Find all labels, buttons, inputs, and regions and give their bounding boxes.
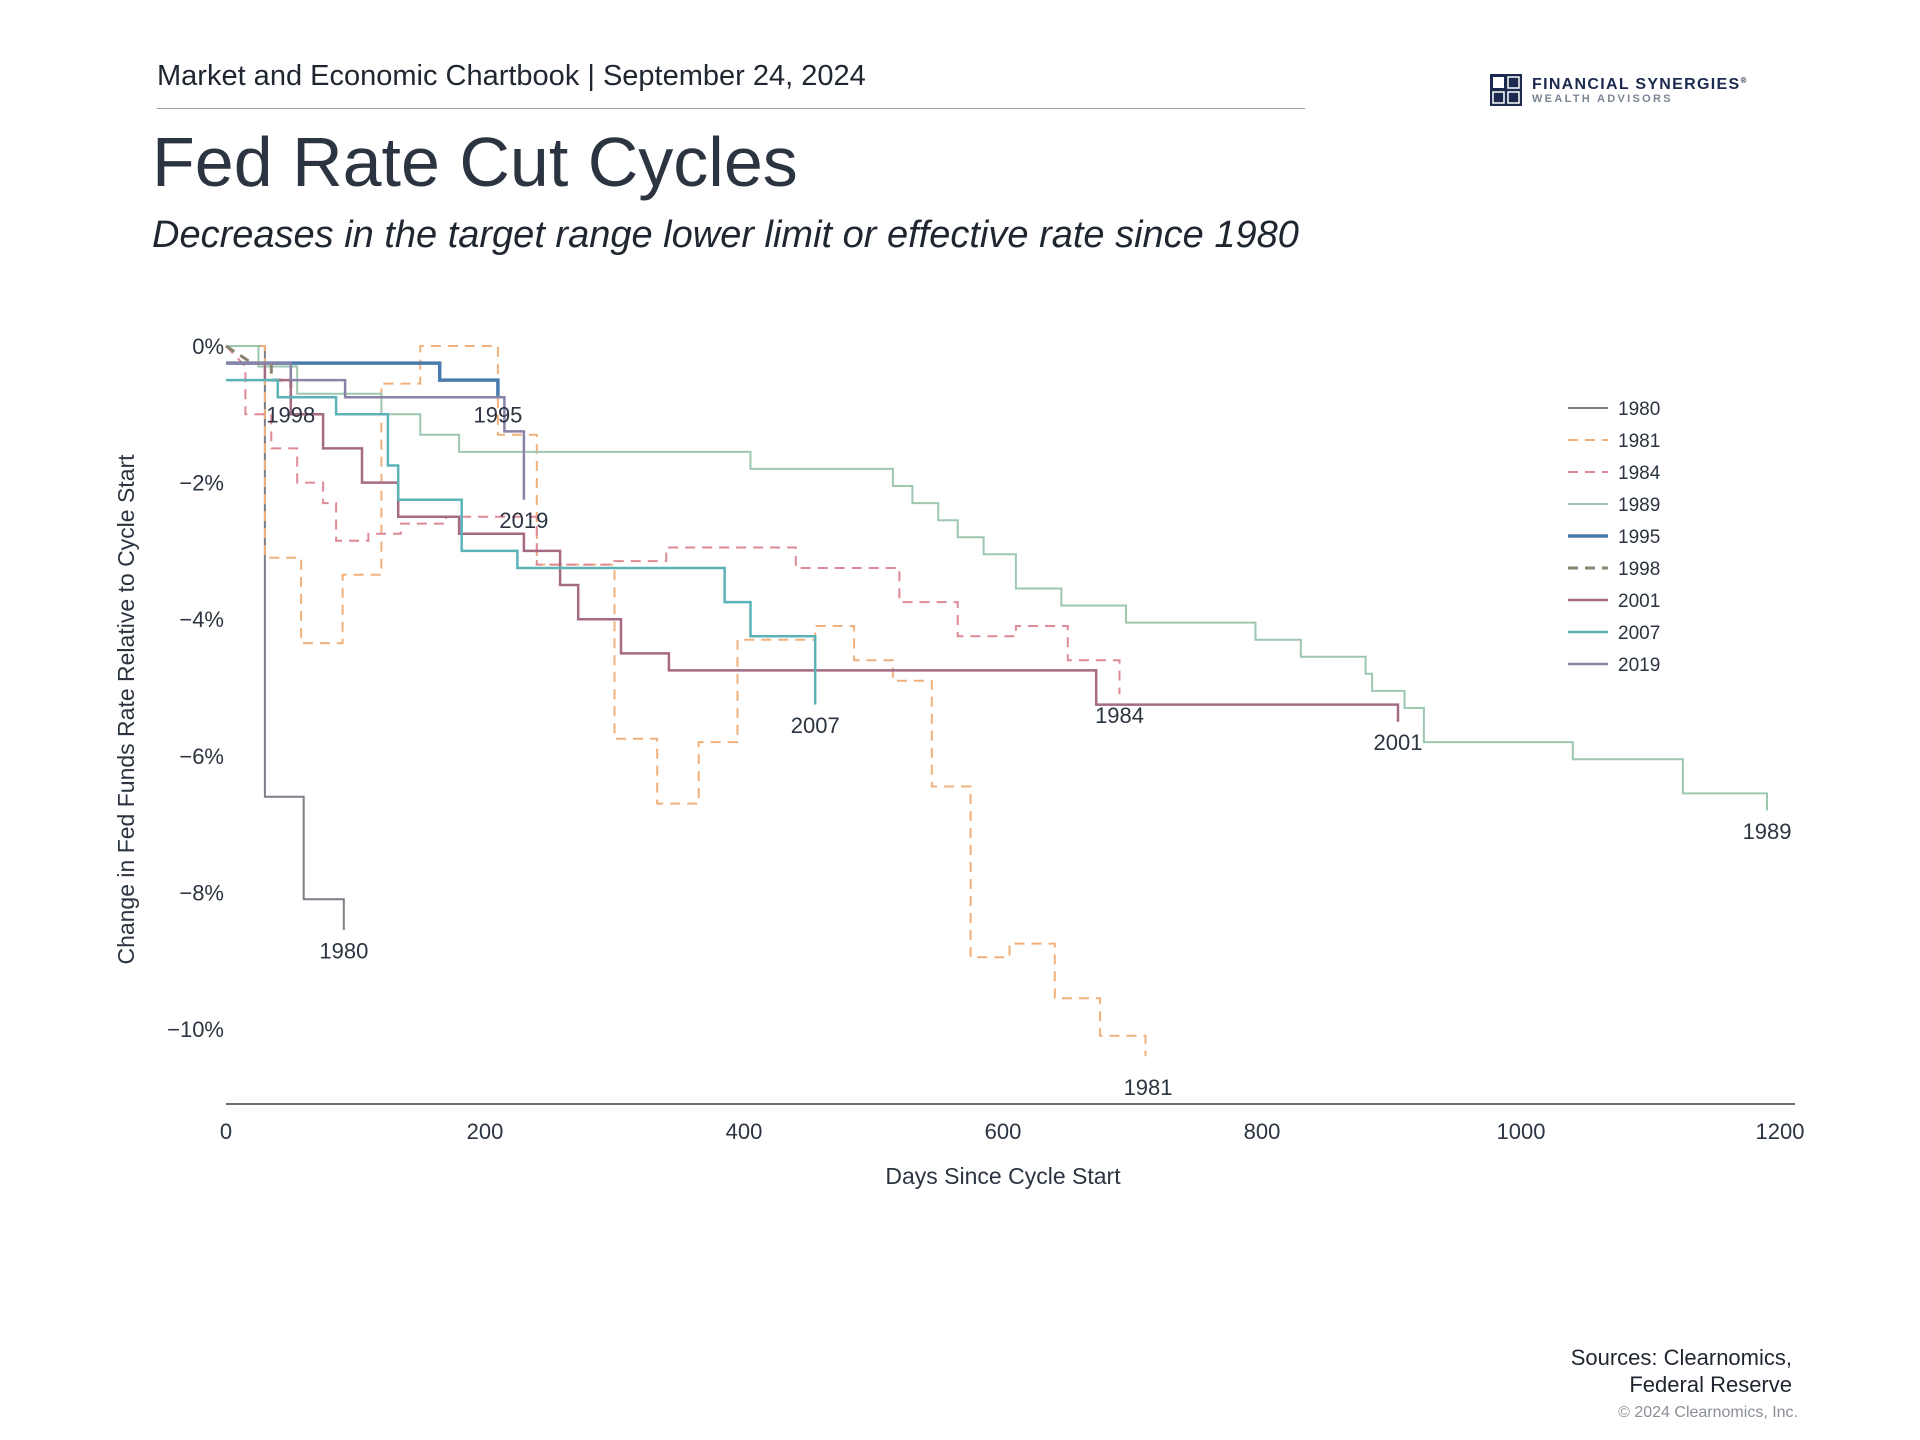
y-tick-label: 0% <box>192 334 224 359</box>
copyright-note: © 2024 Clearnomics, Inc. <box>1618 1404 1798 1421</box>
x-tick-label-1200: 1200 <box>1756 1119 1805 1144</box>
page-subtitle: Decreases in the target range lower limi… <box>152 214 1299 256</box>
series-end-label-1981: 1981 <box>1124 1075 1173 1100</box>
sources-note: Sources: Clearnomics, Federal Reserve <box>1571 1344 1792 1398</box>
x-tick-label-800: 800 <box>1244 1119 1281 1144</box>
series-end-label-2007: 2007 <box>791 713 840 738</box>
series-line-1995 <box>226 361 500 398</box>
series-line-1980 <box>226 345 345 930</box>
legend-label-2007: 2007 <box>1618 623 1660 644</box>
legend-label-2019: 2019 <box>1618 655 1660 676</box>
sources-line-2: Federal Reserve <box>1629 1372 1792 1397</box>
chartbook-header: Market and Economic Chartbook | Septembe… <box>157 60 866 92</box>
y-tick-label: −2% <box>179 471 224 496</box>
logo-subtitle: WEALTH ADVISORS <box>1532 93 1673 105</box>
series-line-2019 <box>226 361 526 500</box>
legend-label-1981: 1981 <box>1618 431 1660 452</box>
four-square-grid-logo-icon <box>1490 74 1522 106</box>
x-axis-title: Days Since Cycle Start <box>885 1163 1121 1189</box>
series-line-1981 <box>226 345 1147 1057</box>
x-tick-label-1000: 1000 <box>1497 1119 1546 1144</box>
legend-label-2001: 2001 <box>1618 591 1660 612</box>
y-tick-label: −6% <box>179 744 224 769</box>
series-end-label-2019: 2019 <box>499 508 548 533</box>
y-tick-label: −8% <box>179 880 224 905</box>
legend-label-1980: 1980 <box>1618 399 1660 420</box>
legend-label-1989: 1989 <box>1618 495 1660 516</box>
series-line-1984 <box>225 345 1121 695</box>
series-end-label-1984: 1984 <box>1095 703 1144 728</box>
sources-line-1: Sources: Clearnomics, <box>1570 1345 1792 1370</box>
legend-label-1998: 1998 <box>1618 559 1660 580</box>
x-tick-label-400: 400 <box>726 1119 763 1144</box>
x-tick-label-0: 0 <box>220 1119 232 1144</box>
logo-name: FINANCIAL SYNERGIES® <box>1532 76 1748 93</box>
series-end-label-1989: 1989 <box>1743 819 1792 844</box>
series-end-label-1995: 1995 <box>473 402 522 427</box>
series-end-label-1980: 1980 <box>319 938 368 963</box>
legend-label-1984: 1984 <box>1618 463 1661 484</box>
series-line-2007 <box>226 378 817 705</box>
y-axis-title: Change in Fed Funds Rate Relative to Cyc… <box>113 454 139 965</box>
financial-synergies-logo: FINANCIAL SYNERGIES® WEALTH ADVISORS <box>1490 74 1790 108</box>
series-line-2001 <box>226 361 1400 722</box>
header-divider <box>157 108 1305 109</box>
page-title: Fed Rate Cut Cycles <box>152 123 798 201</box>
series-end-label-1998: 1998 <box>266 402 315 427</box>
y-tick-label: −10% <box>167 1017 224 1042</box>
series-end-label-2001: 2001 <box>1373 730 1422 755</box>
series-line-1989 <box>226 345 1768 811</box>
x-tick-label-200: 200 <box>467 1119 504 1144</box>
y-tick-label: −4% <box>179 607 224 632</box>
legend-label-1995: 1995 <box>1618 527 1660 548</box>
x-tick-label-600: 600 <box>985 1119 1022 1144</box>
